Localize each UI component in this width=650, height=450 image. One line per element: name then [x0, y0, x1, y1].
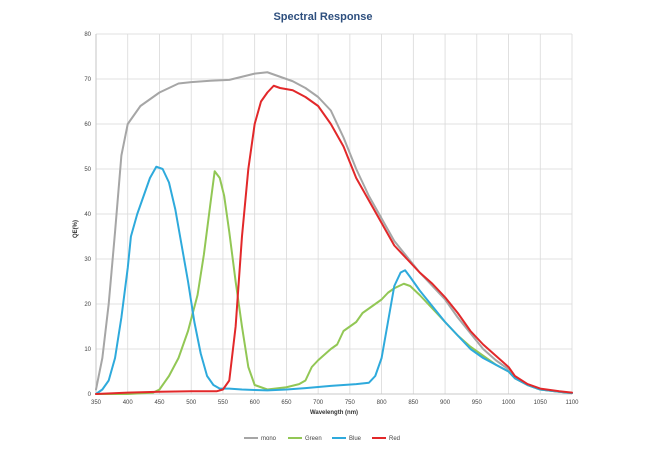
- grid-lines: [95, 33, 573, 395]
- x-tick-label: 600: [250, 400, 261, 406]
- legend-label-blue: Blue: [349, 436, 362, 442]
- x-tick-label: 750: [345, 400, 356, 406]
- series-line-red: [95, 84, 573, 395]
- x-tick-label: 650: [281, 400, 292, 406]
- axes: [95, 34, 572, 395]
- y-tick-label: 50: [84, 167, 91, 173]
- series-line-blue: [95, 165, 573, 395]
- y-tick-label: 20: [84, 302, 91, 308]
- y-tick-label: 70: [84, 77, 91, 83]
- chart-title: Spectral Response: [273, 11, 372, 23]
- y-tick-label: 10: [84, 347, 91, 353]
- y-tick-label: 60: [84, 122, 91, 128]
- x-tick-label: 1100: [566, 400, 580, 406]
- x-tick-label: 450: [154, 400, 165, 406]
- x-tick-label: 900: [440, 400, 451, 406]
- legend: mono Green Blue Red: [244, 436, 400, 442]
- x-tick-label: 950: [472, 400, 483, 406]
- legend-label-green: Green: [305, 436, 322, 442]
- legend-label-red: Red: [389, 436, 400, 442]
- series-line-mono: [95, 71, 573, 395]
- series-line-green: [95, 170, 573, 395]
- y-tick-label: 30: [84, 257, 91, 263]
- x-tick-label: 850: [408, 400, 419, 406]
- y-tick-label: 40: [84, 212, 91, 218]
- tick-labels: 350 400 450 500 550 600 650 700 750 800 850 900 950 1…: [84, 32, 579, 406]
- x-tick-label: 800: [377, 400, 388, 406]
- x-tick-label: 500: [186, 400, 197, 406]
- series-lines: [95, 71, 573, 395]
- x-tick-label: 1000: [502, 400, 516, 406]
- x-tick-label: 700: [313, 400, 324, 406]
- y-axis-label: QE(%): [73, 220, 79, 238]
- x-tick-label: 350: [91, 400, 102, 406]
- y-tick-label: 0: [88, 392, 92, 398]
- x-tick-label: 1050: [534, 400, 548, 406]
- x-axis-label: Wavelength (nm): [310, 410, 358, 416]
- legend-label-mono: mono: [261, 436, 277, 442]
- y-tick-label: 80: [84, 32, 91, 38]
- x-tick-label: 550: [218, 400, 229, 406]
- x-tick-label: 400: [123, 400, 134, 406]
